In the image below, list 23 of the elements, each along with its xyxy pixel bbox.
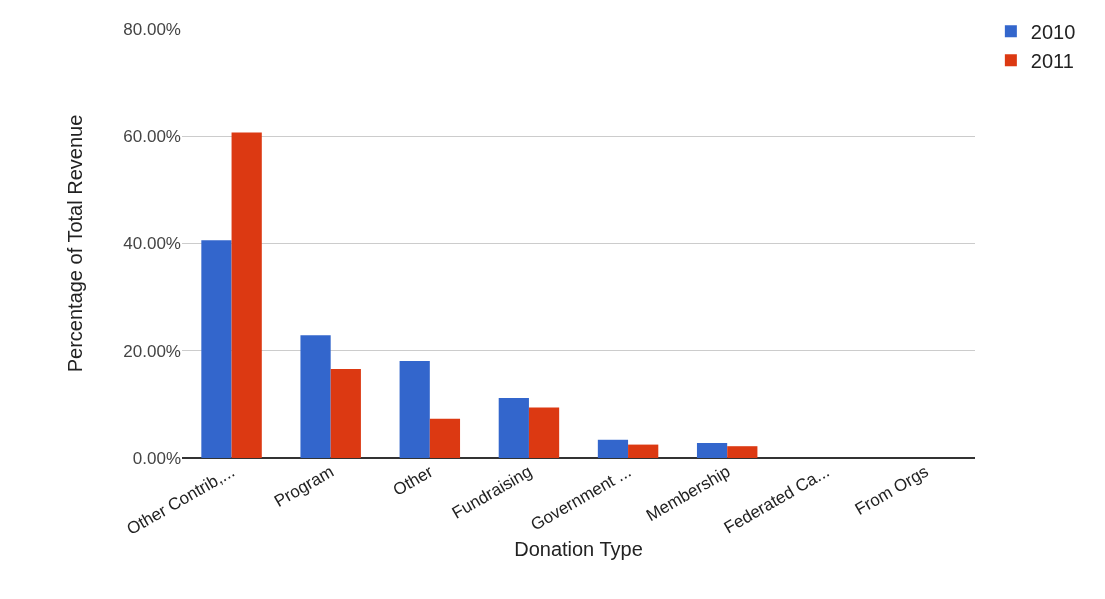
legend-label: 2010 [1030,21,1076,44]
y-tick-label: 0.00% [132,448,181,468]
x-tick-label: From Orgs [851,461,932,519]
x-axis-title: Donation Type [514,538,643,561]
y-tick-label: 20.00% [123,341,181,361]
y-tick-label: 80.00% [123,19,181,39]
y-tick-label: 60.00% [123,127,181,147]
bar [727,446,758,458]
bar [300,335,331,458]
legend-label: 2011 [1030,50,1074,73]
bar [498,397,529,458]
bar [628,444,659,458]
bar [201,240,232,458]
bar [597,439,629,458]
bar [231,132,262,458]
x-tick-label: Other [389,461,437,500]
bar [399,360,430,458]
bar [429,418,461,458]
y-axis-title: Percentage of Total Revenue [63,114,86,373]
bar [528,407,560,458]
y-tick-label: 40.00% [123,234,181,254]
bar [696,442,728,458]
bar [330,368,361,458]
